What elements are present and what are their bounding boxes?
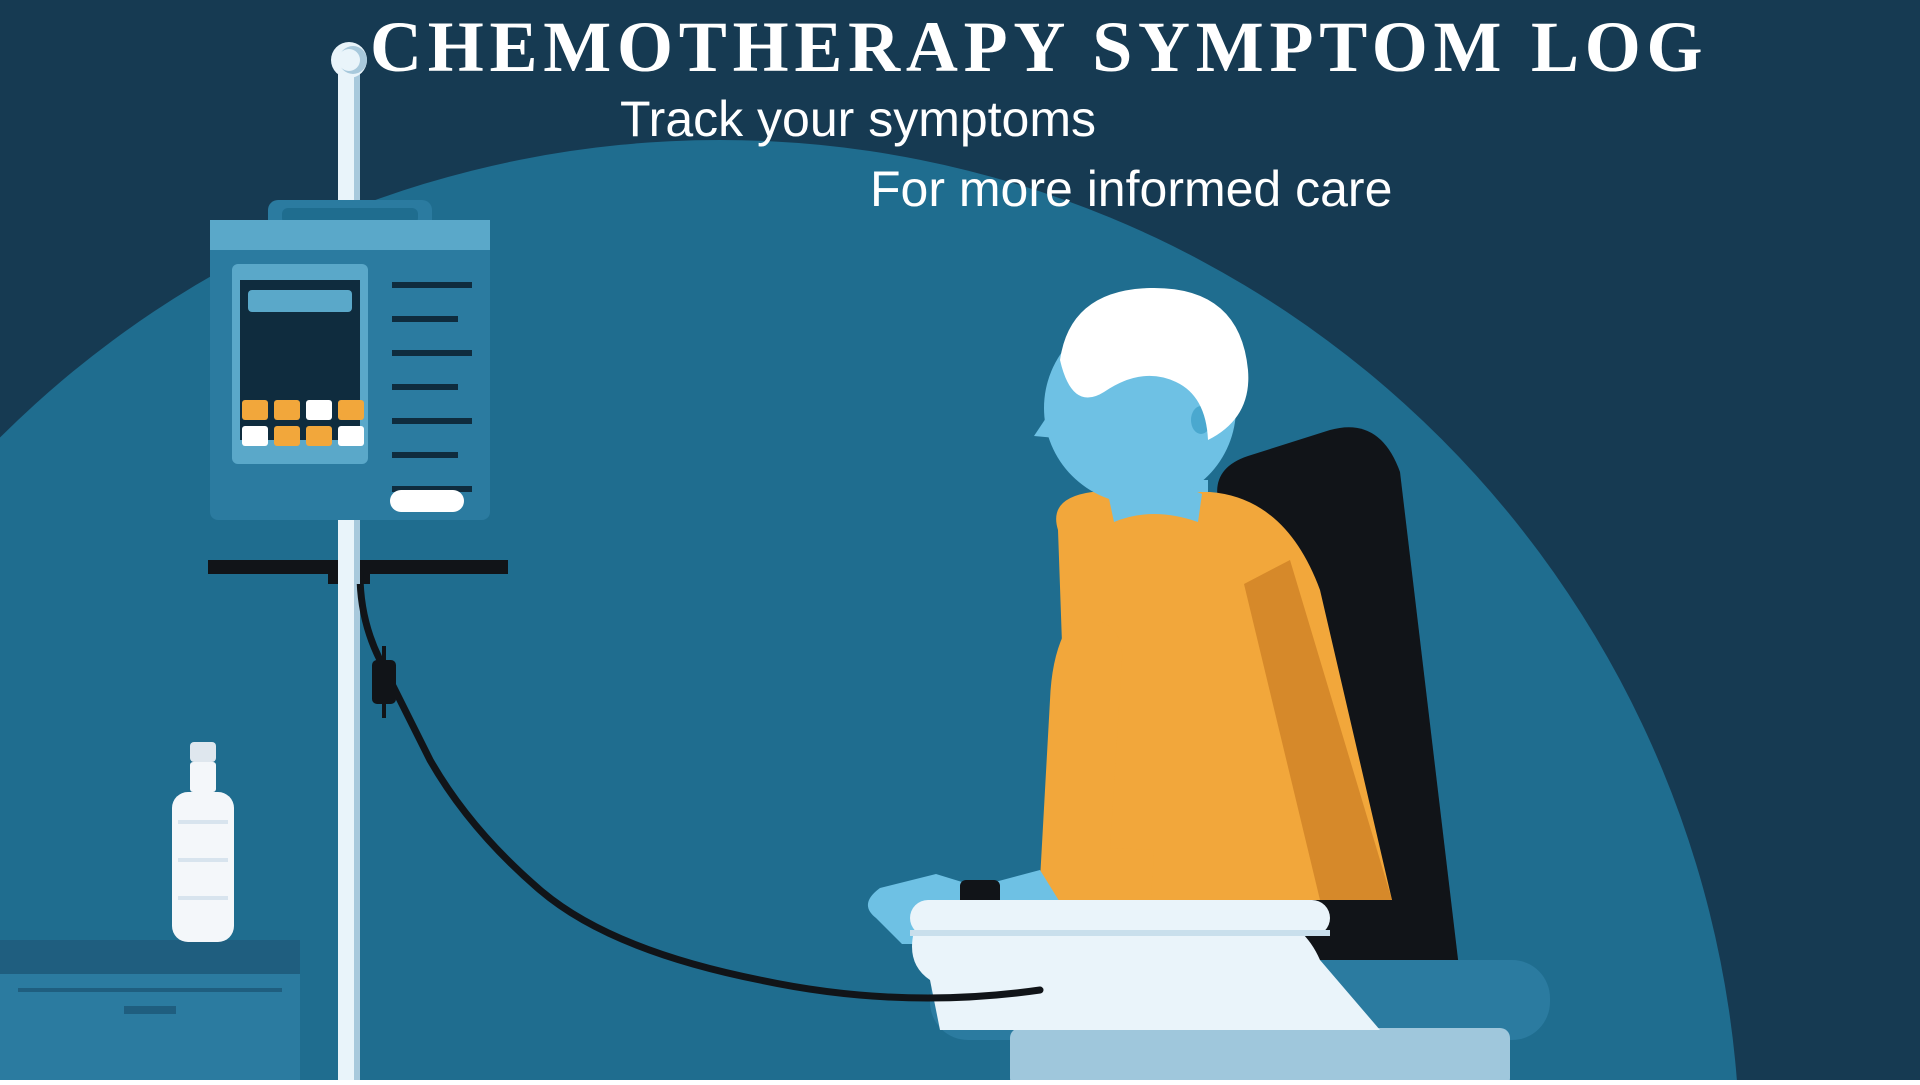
- subtitle-line1: Track your symptoms: [620, 90, 1096, 148]
- infographic-canvas: CHEMOTHERAPY SYMPTOM LOG Track your symp…: [0, 0, 1920, 1080]
- subtitle-line2: For more informed care: [870, 160, 1392, 218]
- page-title: CHEMOTHERAPY SYMPTOM LOG: [370, 6, 1708, 89]
